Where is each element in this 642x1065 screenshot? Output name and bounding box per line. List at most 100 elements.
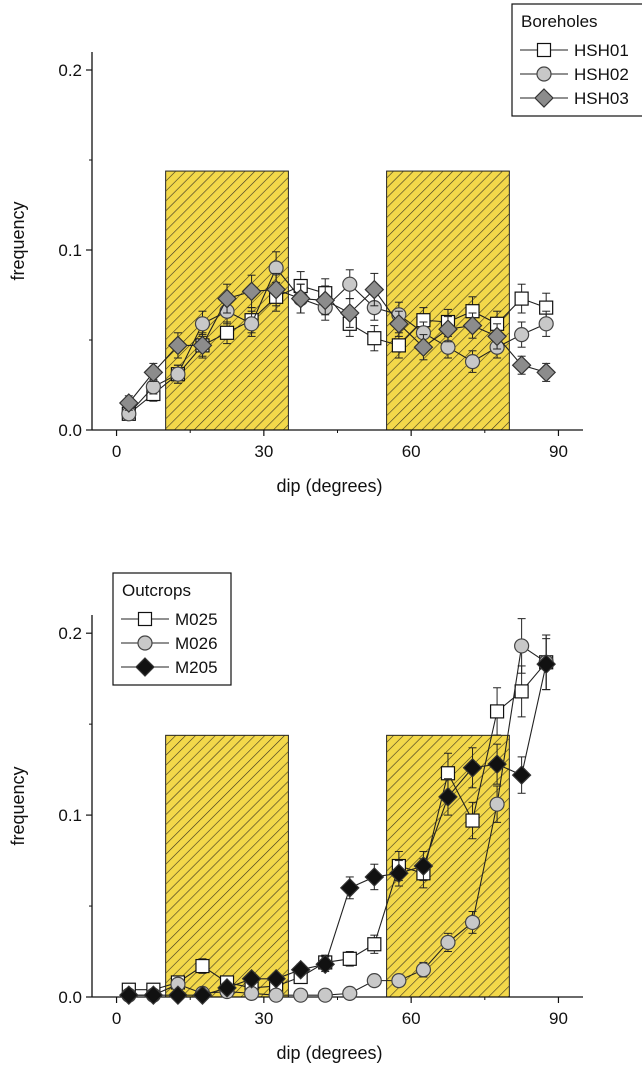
data-point (219, 325, 235, 340)
data-point (489, 796, 505, 812)
data-point (511, 355, 532, 376)
data-point (168, 985, 188, 1006)
data-point (342, 276, 358, 292)
data-point (342, 985, 358, 1001)
data-point (266, 279, 286, 300)
x-axis-label: dip (degrees) (276, 1043, 382, 1063)
legend-marker (534, 88, 554, 108)
data-point (118, 985, 139, 1006)
data-point (415, 962, 432, 978)
data-point (217, 978, 237, 998)
data-point (194, 316, 211, 332)
data-point (243, 316, 260, 332)
x-tick-label: 60 (402, 1009, 421, 1028)
data-point (290, 959, 311, 980)
data-point (170, 366, 186, 382)
data-point (315, 954, 336, 975)
legend-marker (135, 657, 155, 677)
data-point (413, 337, 434, 358)
data-point (514, 291, 529, 306)
data-point (462, 757, 483, 778)
data-point (440, 766, 456, 781)
data-point (268, 987, 284, 1003)
shaded-band-hatch (165, 735, 289, 997)
data-point (413, 856, 434, 876)
data-point (487, 754, 507, 775)
data-point (391, 338, 406, 353)
data-point (438, 787, 458, 807)
data-point (241, 281, 262, 302)
legend: Outcrops M025 M026 M205 (112, 572, 232, 686)
series-M025 (121, 634, 554, 997)
data-point (293, 987, 309, 1003)
data-point (514, 684, 529, 699)
x-tick-label: 60 (402, 442, 421, 461)
data-point (241, 968, 262, 989)
y-tick-label: 0.1 (58, 241, 82, 260)
data-point (438, 319, 458, 340)
data-point (514, 327, 530, 343)
data-point (465, 813, 480, 828)
data-point (342, 951, 357, 966)
y-tick-label: 0.2 (58, 61, 82, 80)
x-tick-label: 30 (254, 1009, 273, 1028)
data-point (389, 313, 409, 334)
legend-marker (137, 611, 153, 627)
data-point (143, 362, 164, 383)
data-point (514, 638, 530, 654)
data-point (464, 914, 481, 931)
x-tick-label: 90 (549, 1009, 568, 1028)
series-M205 (118, 638, 557, 1006)
y-tick-label: 0.2 (58, 624, 82, 643)
data-point (339, 303, 360, 323)
x-tick-label: 30 (254, 442, 273, 461)
legend-marker (137, 635, 153, 651)
data-point (391, 973, 407, 989)
legend-label: HSH02 (574, 65, 629, 84)
data-point (389, 863, 409, 884)
y-axis-label: frequency (8, 766, 28, 845)
legend-title: Boreholes (521, 12, 598, 31)
x-axis-label: dip (degrees) (276, 476, 382, 496)
data-point (462, 315, 483, 336)
legend-label: HSH03 (574, 89, 629, 108)
legend-marker (536, 66, 552, 82)
legend-label: HSH01 (574, 41, 629, 60)
data-point (217, 288, 237, 309)
legend-box (511, 3, 642, 117)
data-point (143, 985, 164, 1006)
data-point (366, 973, 382, 989)
data-point (364, 867, 385, 887)
data-point (364, 279, 385, 300)
series-HSH03 (118, 272, 557, 413)
legend-marker (536, 42, 552, 58)
data-point (266, 968, 286, 989)
data-point (487, 326, 507, 347)
x-tick-label: 0 (112, 1009, 121, 1028)
data-point (367, 331, 382, 346)
chart-1: 0 30 60 90 0.0 0.1 0.2 dip (degrees) frequency Bo… (8, 3, 642, 496)
legend-label: M025 (175, 610, 218, 629)
y-tick-label: 0.1 (58, 806, 82, 825)
data-point (192, 335, 213, 356)
legend-box (112, 572, 232, 686)
x-tick-label: 90 (549, 442, 568, 461)
data-point (315, 290, 336, 311)
data-point (464, 354, 481, 370)
data-point (168, 335, 188, 356)
y-tick-label: 0.0 (58, 421, 82, 440)
data-point (440, 934, 456, 951)
legend-label: M026 (175, 634, 218, 653)
data-point (489, 704, 505, 719)
data-point (511, 765, 532, 785)
data-point (536, 362, 557, 383)
y-axis-label: frequency (8, 201, 28, 280)
x-tick-label: 0 (112, 442, 121, 461)
data-point (339, 878, 360, 898)
legend-title: Outcrops (122, 581, 191, 600)
data-point (367, 937, 382, 952)
data-point (195, 958, 210, 974)
chart-2: 0 30 60 90 0.0 0.1 0.2 dip (degrees) frequency Ou… (8, 572, 583, 1063)
data-point (317, 987, 333, 1003)
